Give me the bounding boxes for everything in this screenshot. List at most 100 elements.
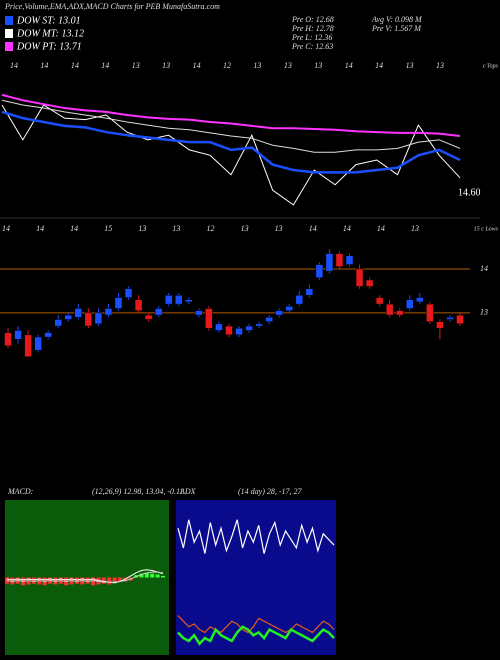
histogram-bar xyxy=(117,577,122,583)
date-label: 14 xyxy=(101,61,109,70)
histogram-bar xyxy=(101,577,106,584)
legend-label: DOW MT: 13.12 xyxy=(16,28,84,39)
date-label: 13 xyxy=(138,224,146,233)
date-label: 13 xyxy=(284,61,292,70)
date-label: 12 xyxy=(223,61,231,70)
candle-body xyxy=(134,299,143,311)
date-label: 14 xyxy=(10,61,18,70)
panel-params: (14 day) 28, -17, 27 xyxy=(238,487,303,496)
candle-body xyxy=(94,312,103,325)
date-label: 13 xyxy=(241,224,249,233)
histogram-bar xyxy=(91,577,96,586)
candle-body xyxy=(355,268,364,287)
candle-body xyxy=(64,314,73,320)
candle-body xyxy=(375,297,384,305)
y-tick-label: 14 xyxy=(480,264,488,273)
candle-body xyxy=(164,295,173,305)
date-label: 14 xyxy=(375,61,383,70)
date-label: 13 xyxy=(275,224,283,233)
candle-body xyxy=(395,310,404,316)
histogram-bar xyxy=(107,577,112,585)
date-label: 13 xyxy=(132,61,140,70)
date-label: 14 xyxy=(40,61,48,70)
candle-body xyxy=(335,253,344,267)
candle-body xyxy=(4,332,12,347)
candle-body xyxy=(44,332,52,338)
candle-body xyxy=(245,325,253,331)
candle-body xyxy=(265,317,273,322)
candle-body xyxy=(124,288,133,298)
histogram-bar xyxy=(161,575,165,578)
candle-body xyxy=(14,330,22,340)
date-label: 13 xyxy=(406,61,414,70)
y-tick-label: 13 xyxy=(480,308,488,317)
candle-body xyxy=(446,317,454,320)
info-text: Pre V: 1.567 M xyxy=(371,24,422,33)
histogram-bar xyxy=(112,577,117,583)
candle-body xyxy=(104,308,113,316)
date-label: 14 xyxy=(377,224,385,233)
legend-label: DOW PT: 13.71 xyxy=(16,41,82,52)
candle-body xyxy=(154,308,163,316)
line-ema-long xyxy=(1,93,461,137)
macd-line xyxy=(6,569,164,584)
corner-label: c Tops xyxy=(483,63,499,69)
histogram-bar xyxy=(155,574,160,578)
legend-swatch xyxy=(5,29,13,38)
candle-body xyxy=(275,310,283,316)
candle-body xyxy=(54,319,62,327)
info-text: Avg V: 0.098 M xyxy=(371,15,423,24)
histogram-bar xyxy=(31,577,36,584)
panel-title: ADX xyxy=(179,487,197,496)
date-label: 14 xyxy=(2,224,10,233)
date-label: 14 xyxy=(345,61,353,70)
date-label: 14 xyxy=(36,224,44,233)
histogram-bar xyxy=(139,573,144,578)
candle-body xyxy=(34,336,42,351)
candle-body xyxy=(426,303,434,322)
candle-body xyxy=(365,279,374,287)
info-text: Pre H: 12.78 xyxy=(291,24,334,33)
corner-label: 15 c Lows xyxy=(474,226,499,232)
candle-body xyxy=(385,303,394,316)
date-label: 14 xyxy=(343,224,351,233)
candle-body xyxy=(175,295,183,305)
candle-body xyxy=(144,314,153,320)
candle-body xyxy=(215,323,223,331)
line-minus-di xyxy=(177,615,335,634)
candle-body xyxy=(325,253,334,272)
date-label: 13 xyxy=(411,224,419,233)
candle-body xyxy=(305,288,314,296)
legend-label: DOW ST: 13.01 xyxy=(16,15,81,26)
date-label: 13 xyxy=(436,61,444,70)
line-price xyxy=(1,104,461,206)
date-label: 14 xyxy=(71,61,79,70)
line-ema-short xyxy=(1,110,461,174)
line-adx xyxy=(177,519,335,554)
info-text: Pre C: 12.63 xyxy=(291,42,333,51)
candle-body xyxy=(406,299,414,309)
date-label: 13 xyxy=(314,61,322,70)
histogram-bar xyxy=(150,573,155,578)
candle-body xyxy=(205,308,213,329)
candle-body xyxy=(225,325,233,336)
candle-body xyxy=(84,312,93,327)
candle-body xyxy=(295,295,304,305)
info-text: Pre L: 12.36 xyxy=(291,33,332,42)
candle-body xyxy=(345,255,354,265)
panel-params: (12,26,9) 12.98, 13.04, -0.11 xyxy=(92,487,183,496)
line-plus-di xyxy=(177,625,335,646)
candle-body xyxy=(114,297,123,309)
candle-body xyxy=(255,323,263,327)
candle-body xyxy=(185,299,193,303)
histogram-bar xyxy=(74,577,79,584)
date-label: 14 xyxy=(193,61,201,70)
line-ema-mid xyxy=(1,99,461,153)
date-label: 14 xyxy=(309,224,317,233)
adx-panel xyxy=(176,500,336,655)
date-label: 13 xyxy=(253,61,261,70)
candle-body xyxy=(416,297,424,303)
candle-body xyxy=(24,334,32,358)
